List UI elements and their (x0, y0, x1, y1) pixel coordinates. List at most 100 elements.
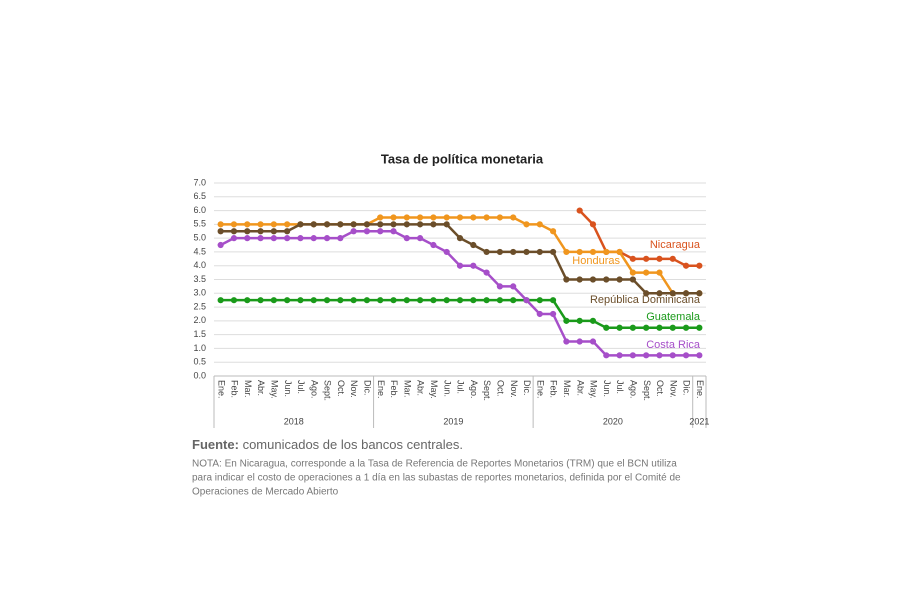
point (682, 352, 690, 359)
x-tick-label: Sept. (482, 380, 492, 401)
x-tick-label: Ene. (216, 380, 226, 399)
point (603, 248, 610, 256)
point (563, 276, 570, 283)
point (350, 221, 357, 228)
point (510, 283, 517, 290)
point (549, 248, 557, 256)
x-tick-label: Oct. (655, 380, 665, 397)
y-tick-label: 3.0 (193, 288, 206, 298)
point (470, 297, 477, 304)
point (576, 276, 583, 283)
point (523, 297, 530, 304)
x-tick-label: Feb. (230, 380, 240, 398)
point (430, 221, 437, 228)
point (417, 235, 424, 242)
point (643, 255, 650, 262)
note-line: para indicar el costo de operaciones a 1… (192, 473, 681, 484)
y-tick-label: 1.5 (193, 329, 206, 339)
point (257, 221, 264, 228)
point (510, 297, 517, 304)
y-tick-label: 0.5 (193, 357, 206, 367)
point (417, 297, 424, 304)
group-label: 2020 (603, 416, 623, 426)
x-tick-label: May. (269, 380, 279, 399)
point (350, 228, 357, 235)
point (629, 255, 636, 262)
point (430, 241, 437, 249)
point (456, 235, 464, 242)
x-tick-label: Jun. (602, 380, 612, 397)
point (696, 290, 703, 297)
x-tick-label: Feb. (549, 380, 559, 398)
point (576, 338, 583, 345)
y-tick-label: 1.0 (193, 343, 206, 353)
x-tick-label: Nov. (668, 380, 678, 398)
series-label: Honduras (572, 255, 620, 267)
x-tick-label: Sept. (323, 380, 333, 401)
point (523, 248, 530, 256)
x-tick-label: Ene. (376, 380, 386, 399)
source-label: Fuente: (192, 437, 239, 452)
point (337, 221, 344, 228)
point (270, 221, 277, 228)
point (576, 317, 583, 324)
y-tick-label: 6.5 (193, 191, 206, 201)
point (363, 228, 371, 235)
point (230, 228, 238, 235)
point (576, 248, 583, 256)
x-tick-label: Abr. (416, 380, 426, 396)
point (403, 221, 410, 228)
point (257, 297, 264, 304)
point (549, 297, 557, 304)
point (536, 248, 543, 256)
note-line: Operaciones de Mercado Abierto (192, 487, 339, 498)
point (390, 214, 397, 221)
point (217, 221, 224, 228)
point (257, 235, 264, 242)
point (244, 221, 251, 228)
source: Fuente: comunicados de los bancos centra… (192, 437, 463, 452)
point (270, 297, 277, 304)
point (616, 352, 623, 359)
point (549, 228, 557, 235)
point (230, 221, 238, 228)
point (656, 324, 663, 331)
point (470, 241, 477, 249)
point (656, 290, 663, 297)
point (563, 317, 570, 324)
point (323, 235, 331, 242)
point (284, 235, 291, 242)
point (323, 297, 331, 304)
point (323, 221, 331, 228)
point (589, 248, 597, 256)
point (270, 228, 277, 235)
point (629, 324, 636, 331)
point (563, 248, 570, 256)
point (682, 262, 690, 269)
series-label: República Dominicana (590, 294, 701, 306)
x-tick-label: Mar. (243, 380, 253, 398)
point (643, 352, 650, 359)
point (536, 310, 543, 318)
point (456, 262, 464, 269)
source-text: comunicados de los bancos centrales. (243, 437, 463, 452)
note-line: NOTA: En Nicaragua, corresponde a la Tas… (192, 459, 677, 470)
point (310, 297, 317, 304)
x-tick-label: Dic. (522, 380, 532, 396)
point (589, 317, 597, 324)
point (629, 269, 636, 276)
point (337, 235, 344, 242)
x-tick-label: Abr. (256, 380, 266, 396)
point (230, 235, 238, 242)
point (377, 214, 384, 221)
point (217, 228, 224, 235)
x-tick-label: May. (589, 380, 599, 399)
point (217, 297, 224, 304)
point (696, 352, 703, 359)
point (629, 352, 636, 359)
point (270, 235, 277, 242)
point (390, 297, 397, 304)
x-tick-label: Oct. (496, 380, 506, 397)
